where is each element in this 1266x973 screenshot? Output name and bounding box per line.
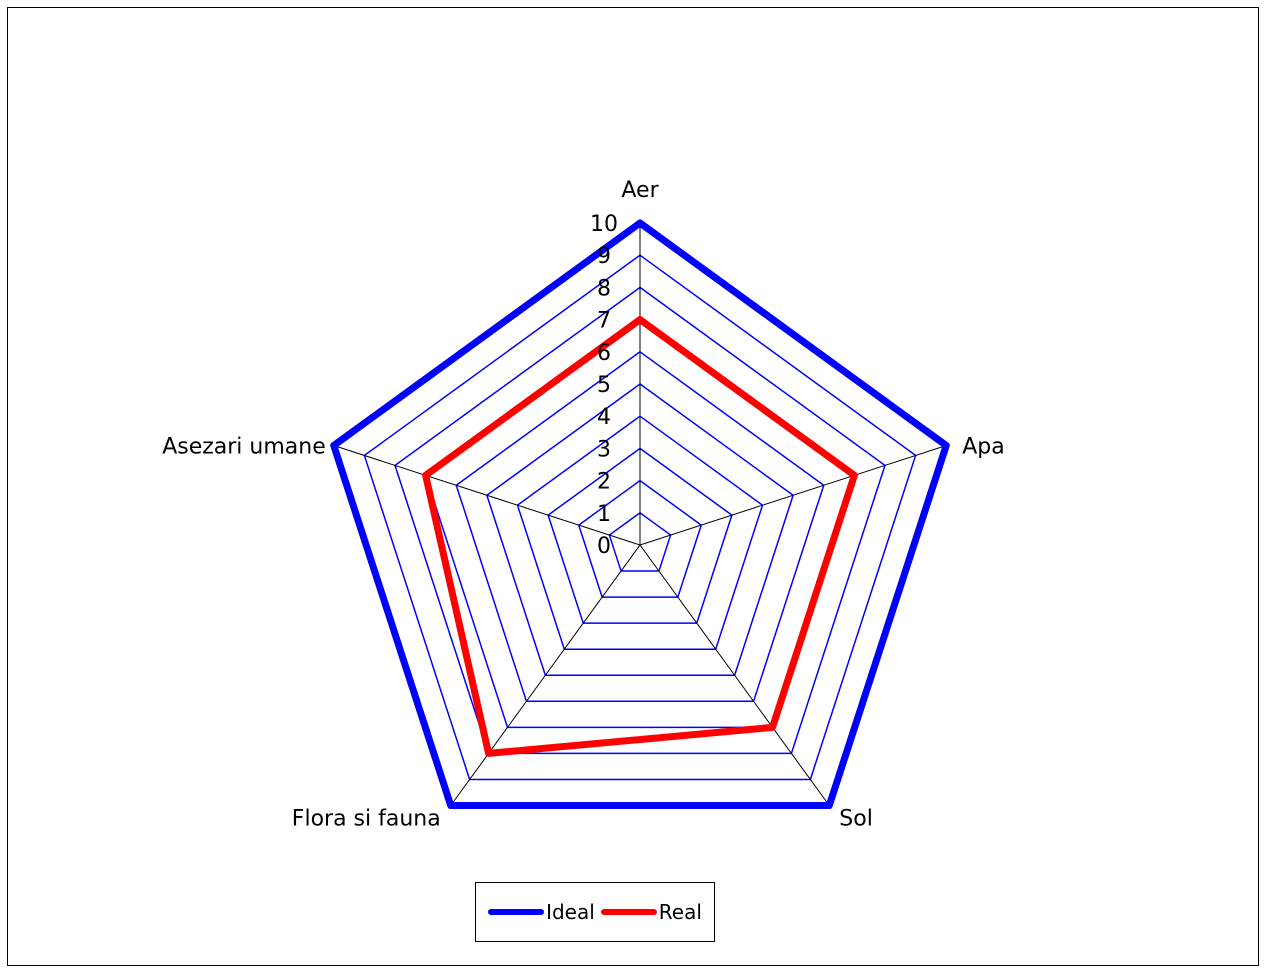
spoke-3 xyxy=(450,544,641,806)
grid-ring-1 xyxy=(608,511,672,572)
category-label-4: Asezari umane xyxy=(162,434,326,459)
category-label-3: Flora si fauna xyxy=(292,807,441,832)
legend: Ideal Real xyxy=(475,882,715,942)
grid-ring-4 xyxy=(516,415,764,650)
category-label-2: Sol xyxy=(839,807,873,832)
tick-label-5: 5 xyxy=(597,373,611,398)
tick-label-3: 3 xyxy=(597,437,611,462)
tick-label-10: 10 xyxy=(590,212,618,237)
legend-swatch-real xyxy=(600,909,657,915)
tick-label-0: 0 xyxy=(597,534,611,559)
spoke-1 xyxy=(639,445,947,546)
grid-ring-9 xyxy=(363,254,917,781)
legend-swatch-ideal xyxy=(488,909,545,915)
legend-label-ideal: Ideal xyxy=(546,900,595,924)
grid-ring-2 xyxy=(577,479,703,598)
category-label-0: Aer xyxy=(621,178,659,203)
tick-label-7: 7 xyxy=(597,309,611,334)
tick-label-6: 6 xyxy=(597,341,611,366)
category-label-1: Apa xyxy=(962,434,1005,459)
legend-label-real: Real xyxy=(658,900,702,924)
tick-label-4: 4 xyxy=(597,405,611,430)
tick-label-8: 8 xyxy=(597,276,611,301)
grid-ring-3 xyxy=(547,447,733,624)
spoke-2 xyxy=(639,544,830,806)
spoke-4 xyxy=(333,445,641,546)
series-line-ideal xyxy=(330,219,950,810)
spokes xyxy=(333,223,947,806)
tick-labels: 0 1 2 3 4 5 6 7 8 9 10 xyxy=(590,212,618,559)
tick-label-1: 1 xyxy=(597,502,611,527)
grid-ring-5 xyxy=(485,383,795,677)
tick-label-9: 9 xyxy=(597,244,611,269)
series-lines xyxy=(330,219,950,810)
series-line-real xyxy=(422,316,858,757)
legend-item-real: Real xyxy=(600,900,702,924)
grid-ring-6 xyxy=(455,350,825,703)
grid-ring-8 xyxy=(394,286,886,755)
tick-label-2: 2 xyxy=(597,470,611,495)
category-labels: Aer Apa Sol Flora si fauna Asezari umane xyxy=(162,178,1005,832)
legend-item-ideal: Ideal xyxy=(488,900,595,924)
